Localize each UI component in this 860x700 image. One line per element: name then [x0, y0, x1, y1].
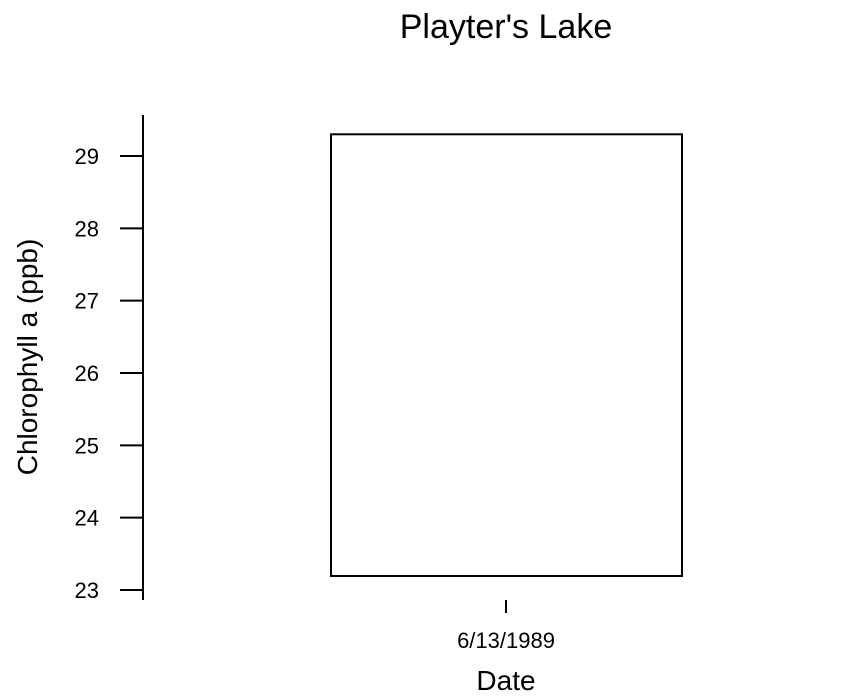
y-axis-label: Chlorophyll a (ppb) [12, 239, 43, 476]
x-axis-label: Date [476, 665, 535, 696]
chart-title: Playter's Lake [400, 8, 612, 46]
y-tick-label: 28 [75, 216, 99, 241]
y-tick-label: 23 [75, 578, 99, 603]
x-axis-ticks: 6/13/1989 [457, 600, 555, 653]
bars [330, 133, 683, 578]
y-tick-label: 27 [75, 289, 99, 314]
bar-0 [330, 133, 683, 578]
y-tick-label: 25 [75, 433, 99, 458]
x-tick-label: 6/13/1989 [457, 628, 555, 653]
y-tick-label: 26 [75, 361, 99, 386]
y-axis-ticks: 23 24 25 26 27 28 29 [75, 144, 143, 603]
y-tick-label: 24 [75, 506, 99, 531]
y-tick-label: 29 [75, 144, 99, 169]
